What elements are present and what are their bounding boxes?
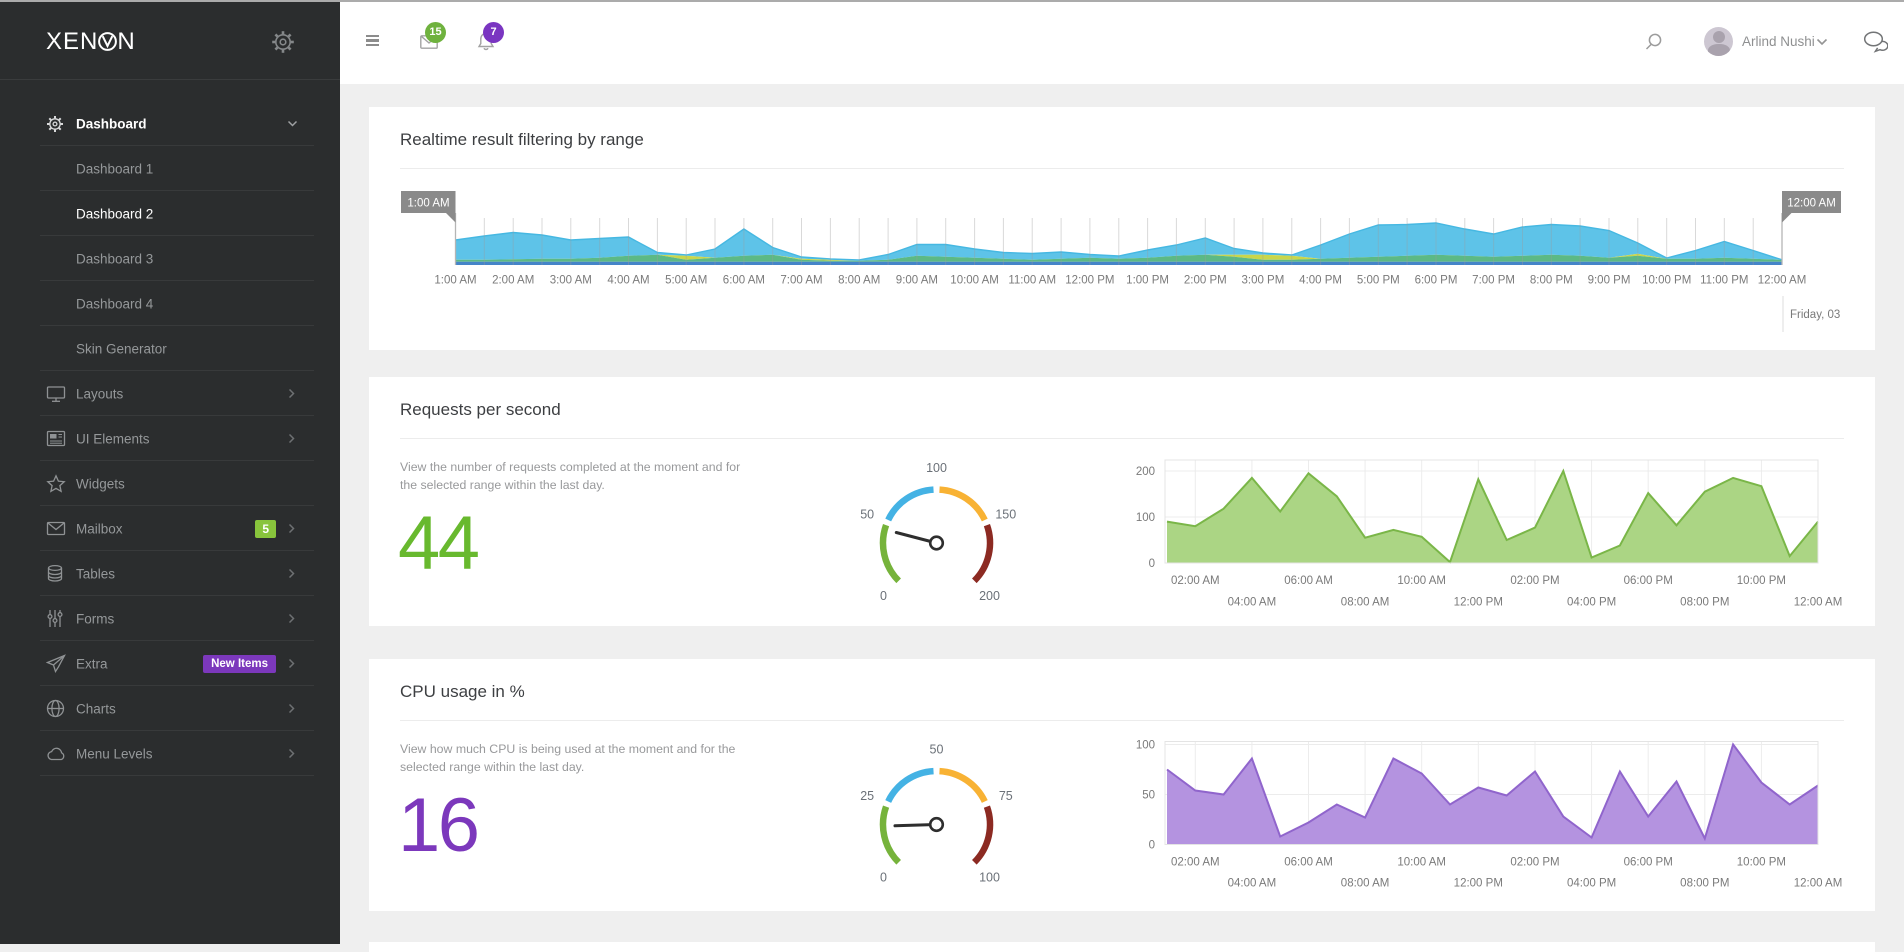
svg-text:9:00 AM: 9:00 AM: [896, 275, 938, 287]
svg-text:10:00 PM: 10:00 PM: [1642, 275, 1691, 287]
svg-text:12:00 AM: 12:00 AM: [1787, 198, 1836, 210]
svg-text:50: 50: [1142, 790, 1155, 802]
svg-text:100: 100: [926, 461, 947, 475]
svg-text:06:00 PM: 06:00 PM: [1624, 857, 1673, 869]
svg-text:11:00 AM: 11:00 AM: [1008, 275, 1056, 287]
svg-text:1:00 PM: 1:00 PM: [1126, 275, 1169, 287]
svg-text:2:00 AM: 2:00 AM: [492, 275, 534, 287]
svg-text:7:00 AM: 7:00 AM: [780, 275, 822, 287]
svg-text:02:00 PM: 02:00 PM: [1510, 857, 1559, 869]
svg-text:50: 50: [930, 743, 944, 757]
svg-text:04:00 PM: 04:00 PM: [1567, 878, 1616, 890]
svg-text:200: 200: [979, 589, 1000, 603]
svg-text:12:00 AM: 12:00 AM: [1758, 275, 1807, 287]
svg-text:06:00 AM: 06:00 AM: [1284, 575, 1333, 587]
svg-text:10:00 AM: 10:00 AM: [950, 275, 999, 287]
svg-text:75: 75: [999, 789, 1013, 803]
svg-text:5:00 PM: 5:00 PM: [1357, 275, 1400, 287]
svg-text:10:00 PM: 10:00 PM: [1737, 857, 1786, 869]
svg-text:06:00 PM: 06:00 PM: [1624, 575, 1673, 587]
svg-text:100: 100: [1136, 740, 1155, 752]
svg-text:10:00 AM: 10:00 AM: [1397, 857, 1446, 869]
svg-text:0: 0: [1149, 558, 1155, 570]
svg-text:200: 200: [1136, 466, 1155, 478]
svg-text:02:00 AM: 02:00 AM: [1171, 575, 1220, 587]
svg-text:100: 100: [979, 871, 1000, 885]
svg-text:04:00 AM: 04:00 AM: [1228, 597, 1277, 609]
svg-text:150: 150: [995, 508, 1016, 522]
svg-text:4:00 AM: 4:00 AM: [607, 275, 649, 287]
svg-text:2:00 PM: 2:00 PM: [1184, 275, 1227, 287]
svg-text:08:00 AM: 08:00 AM: [1341, 878, 1390, 890]
svg-text:08:00 PM: 08:00 PM: [1680, 597, 1729, 609]
svg-text:11:00 PM: 11:00 PM: [1700, 275, 1748, 287]
svg-text:1:00 AM: 1:00 AM: [407, 198, 449, 210]
svg-text:12:00 AM: 12:00 AM: [1794, 597, 1843, 609]
svg-text:02:00 AM: 02:00 AM: [1171, 857, 1220, 869]
svg-text:12:00 AM: 12:00 AM: [1794, 878, 1843, 890]
svg-text:0: 0: [880, 871, 887, 885]
svg-text:12:00 PM: 12:00 PM: [1454, 878, 1503, 890]
svg-text:0: 0: [880, 589, 887, 603]
svg-text:10:00 AM: 10:00 AM: [1397, 575, 1446, 587]
svg-text:8:00 PM: 8:00 PM: [1530, 275, 1573, 287]
svg-text:6:00 AM: 6:00 AM: [723, 275, 765, 287]
svg-text:12:00 PM: 12:00 PM: [1065, 275, 1114, 287]
svg-text:8:00 AM: 8:00 AM: [838, 275, 880, 287]
svg-text:04:00 PM: 04:00 PM: [1567, 597, 1616, 609]
svg-text:3:00 AM: 3:00 AM: [550, 275, 592, 287]
svg-text:5:00 AM: 5:00 AM: [665, 275, 707, 287]
svg-text:25: 25: [860, 789, 874, 803]
svg-text:02:00 PM: 02:00 PM: [1510, 575, 1559, 587]
svg-text:6:00 PM: 6:00 PM: [1415, 275, 1458, 287]
svg-text:06:00 AM: 06:00 AM: [1284, 857, 1333, 869]
svg-text:1:00 AM: 1:00 AM: [434, 275, 476, 287]
svg-text:Friday, 03: Friday, 03: [1790, 309, 1840, 321]
svg-text:50: 50: [860, 508, 874, 522]
svg-text:100: 100: [1136, 512, 1155, 524]
svg-text:4:00 PM: 4:00 PM: [1299, 275, 1342, 287]
svg-text:7:00 PM: 7:00 PM: [1472, 275, 1515, 287]
svg-text:08:00 PM: 08:00 PM: [1680, 878, 1729, 890]
svg-text:10:00 PM: 10:00 PM: [1737, 575, 1786, 587]
svg-text:3:00 PM: 3:00 PM: [1241, 275, 1284, 287]
svg-text:9:00 PM: 9:00 PM: [1588, 275, 1631, 287]
svg-text:0: 0: [1149, 840, 1155, 852]
svg-text:12:00 PM: 12:00 PM: [1454, 597, 1503, 609]
svg-text:08:00 AM: 08:00 AM: [1341, 597, 1390, 609]
svg-text:04:00 AM: 04:00 AM: [1228, 878, 1277, 890]
